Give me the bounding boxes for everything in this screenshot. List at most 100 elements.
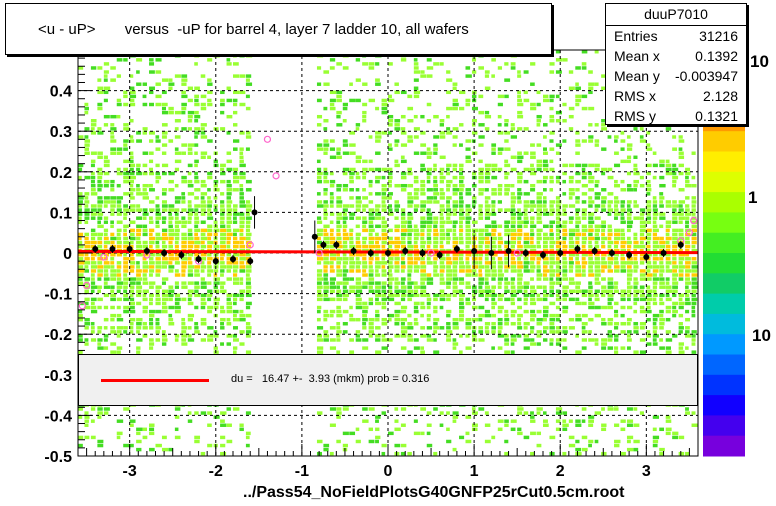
heatmap-cell: [601, 167, 608, 172]
heatmap-cell: [523, 334, 529, 338]
heatmap-cell: [168, 188, 175, 192]
heatmap-cell: [639, 224, 646, 229]
heatmap-cell: [400, 232, 407, 237]
heatmap-cell: [388, 240, 395, 245]
heatmap-cell: [530, 102, 536, 107]
heatmap-cell: [78, 200, 83, 204]
stats-label: Entries: [614, 28, 658, 44]
heatmap-cell: [388, 204, 393, 208]
stats-row-mean-x: Mean x 0.1392: [606, 46, 746, 66]
heatmap-cell: [588, 248, 593, 253]
heatmap-cell: [446, 171, 451, 176]
heatmap-cell: [665, 305, 672, 310]
heatmap-cell: [388, 179, 392, 184]
heatmap-cell: [491, 265, 496, 269]
heatmap-cell: [375, 301, 382, 306]
heatmap-cell: [226, 192, 232, 196]
heatmap-cell: [497, 240, 504, 245]
heatmap-cell: [336, 269, 343, 273]
heatmap-cell: [620, 322, 627, 326]
stats-value: 0.1321: [695, 108, 738, 124]
heatmap-cell: [678, 163, 684, 168]
heatmap-cell: [672, 216, 678, 220]
heatmap-cell: [517, 212, 524, 216]
heatmap-cell: [316, 289, 322, 293]
heatmap-cell: [413, 208, 419, 212]
heatmap-cell: [471, 317, 479, 322]
heatmap-cell: [400, 114, 406, 119]
heatmap-cell: [323, 171, 329, 176]
heatmap-cell: [187, 208, 194, 212]
heatmap-cell: [329, 102, 335, 107]
heatmap-cell: [420, 167, 426, 172]
heatmap-cell: [517, 192, 523, 196]
color-scale-swatch: [703, 435, 745, 457]
heatmap-cell: [129, 196, 135, 200]
heatmap-cell: [510, 269, 517, 273]
heatmap-cell: [491, 257, 496, 261]
heatmap-cell: [588, 419, 594, 423]
heatmap-cell: [497, 102, 503, 107]
heatmap-cell: [607, 228, 613, 233]
heatmap-cell: [207, 82, 213, 86]
heatmap-cell: [510, 301, 515, 306]
heatmap-cell: [362, 338, 369, 342]
heatmap-cell: [400, 326, 408, 330]
heatmap-cell: [226, 58, 231, 62]
heatmap-cell: [665, 293, 670, 298]
heatmap-cell: [465, 317, 472, 322]
heatmap-cell: [549, 220, 556, 224]
heatmap-cell: [639, 338, 646, 342]
heatmap-cell: [200, 208, 206, 212]
heatmap-cell: [672, 220, 678, 224]
heatmap-cell: [239, 240, 244, 245]
heatmap-cell: [439, 135, 446, 139]
heatmap-cell: [549, 114, 555, 119]
heatmap-cell: [562, 220, 568, 224]
stats-value: 2.128: [702, 88, 738, 104]
heatmap-cell: [355, 216, 362, 220]
heatmap-cell: [103, 123, 109, 127]
heatmap-cell: [536, 163, 543, 168]
heatmap-cell: [323, 143, 330, 147]
y-tick-label: 0.4: [50, 84, 72, 101]
heatmap-cell: [207, 139, 213, 143]
heatmap-cell: [601, 200, 607, 204]
heatmap-cell: [420, 224, 426, 229]
heatmap-cell: [549, 277, 554, 281]
heatmap-cell: [510, 350, 515, 354]
heatmap-cell: [543, 188, 547, 192]
heatmap-cell: [174, 244, 179, 249]
heatmap-cell: [497, 257, 503, 261]
heatmap-cell: [439, 411, 444, 415]
heatmap-cell: [136, 317, 143, 322]
heatmap-cell: [362, 171, 367, 176]
heatmap-cell: [388, 273, 393, 277]
heatmap-cell: [200, 236, 207, 241]
heatmap-cell: [400, 451, 406, 456]
heatmap-cell: [439, 196, 445, 200]
heatmap-cell: [517, 220, 524, 224]
heatmap-cell: [413, 244, 419, 249]
heatmap-cell: [187, 240, 195, 245]
heatmap-cell: [187, 236, 194, 241]
heatmap-cell: [149, 265, 155, 269]
heatmap-cell: [181, 297, 187, 302]
heatmap-cell: [129, 322, 134, 326]
heatmap-cell: [562, 171, 567, 176]
heatmap-cell: [142, 435, 148, 440]
heatmap-cell: [555, 427, 561, 432]
heatmap-cell: [220, 163, 226, 168]
heatmap-cell: [471, 119, 477, 123]
heatmap-cell: [594, 143, 599, 147]
heatmap-cell: [646, 240, 651, 245]
heatmap-cell: [665, 236, 672, 241]
heatmap-cell: [413, 346, 420, 350]
heatmap-cell: [639, 309, 647, 314]
heatmap-cell: [394, 119, 401, 123]
heatmap-cell: [342, 204, 350, 208]
heatmap-cell: [226, 269, 231, 273]
heatmap-cell: [555, 220, 561, 224]
heatmap-cell: [342, 330, 348, 334]
heatmap-cell: [123, 240, 130, 245]
